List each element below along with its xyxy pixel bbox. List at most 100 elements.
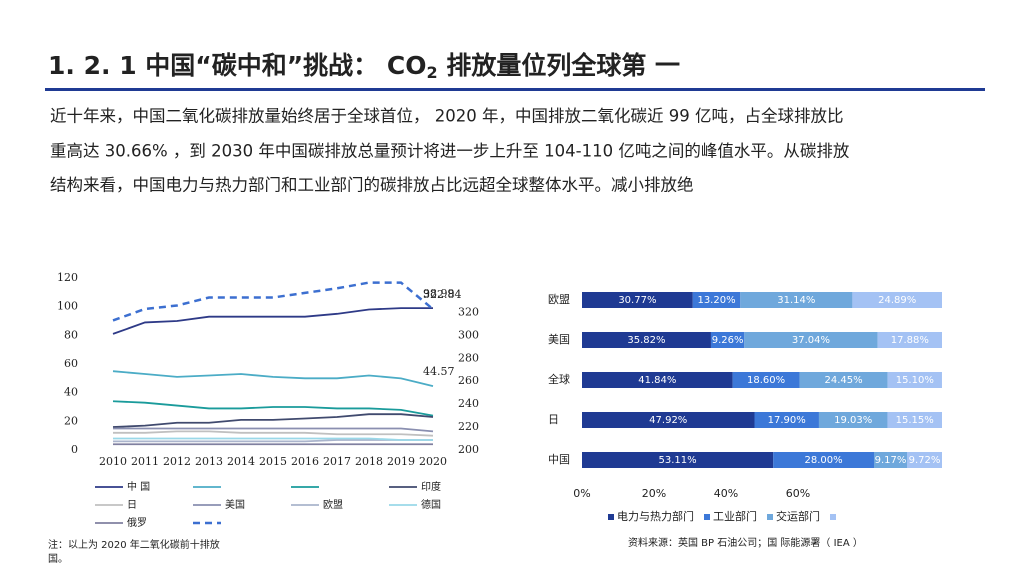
- legend-label: 交运部门: [776, 509, 820, 523]
- y2-tick-label: 320: [458, 305, 479, 318]
- bar-segment: [873, 452, 908, 468]
- y-tick-label: 60: [64, 357, 78, 370]
- category-label: 全球: [548, 372, 570, 386]
- title-text: 1. 2. 1 中国“碳中和”挑战： CO: [48, 51, 426, 80]
- bar-segment: [582, 372, 733, 388]
- legend-label: 德国: [421, 498, 441, 511]
- bar-segment: [818, 412, 888, 428]
- bar-segment: [582, 332, 711, 348]
- bar-segment: [710, 332, 745, 348]
- x-tick-label: 2020: [419, 455, 447, 468]
- legend-label: 日: [127, 500, 137, 511]
- series-line: [112, 413, 434, 428]
- data-label: 44.57: [423, 365, 455, 378]
- y-tick-label: 40: [64, 386, 78, 399]
- data-label: 17.88%: [891, 335, 929, 346]
- y-tick-label: 80: [64, 328, 78, 341]
- bar-segment: [773, 452, 874, 468]
- series-line: [113, 427, 434, 433]
- slide-title: 1. 2. 1 中国“碳中和”挑战： CO2 排放量位列全球第 一: [48, 51, 680, 82]
- category-label: 日: [548, 413, 559, 426]
- title-sub: 2: [426, 63, 437, 82]
- y2-tick-label: 280: [458, 351, 479, 364]
- bar-segment: [582, 412, 755, 428]
- bar-segment: [740, 292, 853, 308]
- paragraph-line: 近十年来，中国二氧化碳排放量始终居于全球首位， 2020 年，中国排放二氧化碳近…: [50, 107, 843, 126]
- series-line: [112, 281, 434, 322]
- data-label: 24.89%: [878, 295, 916, 306]
- category-label: 欧盟: [548, 293, 570, 306]
- x-tick-label: 2017: [323, 455, 351, 468]
- legend-label: 电力与热力部门: [617, 509, 694, 523]
- legend-swatch: [830, 514, 836, 520]
- legend-label: 欧盟: [323, 499, 343, 511]
- data-label: 31.14%: [777, 295, 815, 306]
- title-rule: [45, 88, 985, 91]
- bar-segment: [582, 292, 693, 308]
- note: 注：以上为 2020 年二氧化碳前十排放: [48, 538, 220, 551]
- bar-segment: [582, 452, 774, 468]
- bar-segment: [754, 412, 819, 428]
- y2-tick-label: 220: [458, 420, 479, 433]
- legend-swatch: [608, 514, 614, 520]
- data-label: 17.90%: [768, 415, 806, 426]
- data-label: 35.82%: [627, 335, 665, 346]
- x-tick-label: 2011: [131, 455, 159, 468]
- x-tick-label: 2015: [259, 455, 287, 468]
- source: 资料来源：英国 BP 石油公司；国 际能源署（ IEA ）: [628, 536, 863, 549]
- x-tick-label: 0%: [573, 487, 590, 500]
- x-tick-label: 60%: [786, 487, 810, 500]
- bar-segment: [732, 372, 800, 388]
- y2-tick-label: 260: [458, 374, 479, 387]
- series-line: [113, 437, 433, 441]
- data-label: 322.84: [423, 288, 462, 301]
- category-label: 美国: [548, 333, 570, 346]
- series-line: [112, 370, 434, 387]
- legend-label: 中 国: [127, 480, 150, 493]
- series-line: [113, 439, 433, 443]
- bar-segment: [744, 332, 878, 348]
- data-label: 15.15%: [896, 415, 934, 426]
- data-label: 24.45%: [825, 375, 863, 386]
- y-tick-label: 100: [57, 300, 78, 313]
- data-label: 13.20%: [697, 295, 735, 306]
- bar-segment: [692, 292, 741, 308]
- data-label: 98.99: [423, 287, 455, 300]
- data-label: 19.03%: [834, 415, 872, 426]
- y2-tick-label: 300: [458, 328, 479, 341]
- series-line: [113, 430, 434, 437]
- data-label: 53.11%: [659, 455, 697, 466]
- data-label: 37.04%: [792, 335, 830, 346]
- legend-label: 印度: [421, 480, 441, 493]
- paragraph-line: 重高达 30.66% ，到 2030 年中国碳排放总量预计将进一步上升至 104…: [50, 142, 850, 161]
- legend-swatch: [704, 514, 710, 520]
- x-tick-label: 2019: [387, 455, 415, 468]
- title-text: 排放量位列全球第 一: [438, 51, 680, 80]
- data-label: 9.72%: [909, 455, 941, 466]
- data-label: 9.26%: [712, 335, 744, 346]
- x-tick-label: 2016: [291, 455, 319, 468]
- data-label: 18.60%: [747, 375, 785, 386]
- legend-label: 工业部门: [713, 509, 757, 523]
- bar-segment: [907, 452, 942, 468]
- y2-tick-label: 200: [458, 443, 479, 456]
- x-tick-label: 2014: [227, 455, 255, 468]
- y-tick-label: 0: [71, 443, 78, 456]
- legend-swatch: [767, 514, 773, 520]
- data-label: 15.10%: [896, 375, 934, 386]
- x-tick-label: 20%: [642, 487, 666, 500]
- x-tick-label: 2010: [99, 455, 127, 468]
- x-tick-label: 2013: [195, 455, 223, 468]
- data-label: 47.92%: [649, 415, 687, 426]
- legend-label: 俄罗: [127, 517, 147, 529]
- bar-segment: [799, 372, 888, 388]
- y-tick-label: 20: [64, 414, 78, 427]
- x-tick-label: 40%: [714, 487, 738, 500]
- bar-segment: [852, 292, 942, 308]
- x-tick-label: 2012: [163, 455, 191, 468]
- data-label: 41.84%: [638, 375, 676, 386]
- bar-segment: [877, 332, 942, 348]
- series-line: [112, 400, 434, 417]
